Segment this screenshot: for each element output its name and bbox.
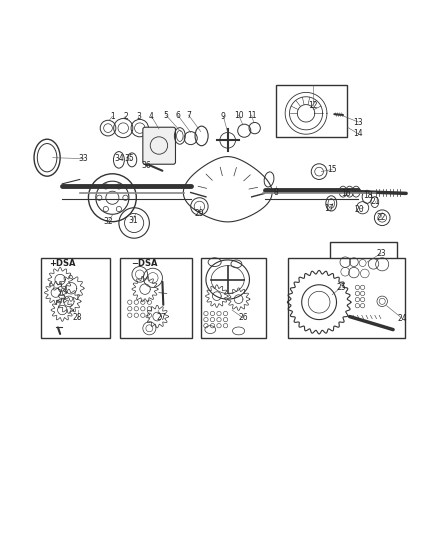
Text: +DSA: +DSA bbox=[49, 259, 76, 268]
Text: 3: 3 bbox=[136, 112, 141, 121]
Text: 13: 13 bbox=[353, 117, 363, 126]
Text: 32: 32 bbox=[103, 217, 113, 226]
Text: 33: 33 bbox=[78, 154, 88, 163]
Text: 18: 18 bbox=[363, 191, 373, 200]
Bar bbox=[41, 258, 110, 338]
Text: 22: 22 bbox=[376, 213, 385, 222]
Text: 34: 34 bbox=[114, 154, 124, 163]
Text: 1: 1 bbox=[110, 112, 115, 121]
Text: 16: 16 bbox=[341, 189, 351, 198]
Text: 21: 21 bbox=[370, 197, 380, 206]
Text: 24: 24 bbox=[398, 314, 407, 323]
Text: 23: 23 bbox=[376, 249, 386, 258]
Text: 36: 36 bbox=[141, 161, 151, 170]
Text: 20: 20 bbox=[354, 205, 364, 214]
Text: 4: 4 bbox=[149, 112, 154, 121]
Text: 11: 11 bbox=[247, 110, 256, 119]
Text: 9: 9 bbox=[221, 112, 226, 121]
Text: 35: 35 bbox=[125, 154, 134, 163]
Text: 26: 26 bbox=[238, 313, 248, 322]
Text: 15: 15 bbox=[327, 165, 337, 174]
Bar bbox=[201, 258, 266, 338]
Text: 12: 12 bbox=[308, 101, 317, 110]
Bar bbox=[276, 85, 347, 137]
Text: 10: 10 bbox=[234, 110, 244, 119]
Text: 7: 7 bbox=[186, 110, 191, 119]
Text: 6: 6 bbox=[175, 110, 180, 119]
FancyBboxPatch shape bbox=[143, 127, 176, 164]
Text: 2: 2 bbox=[123, 112, 128, 121]
Bar bbox=[330, 241, 397, 283]
Text: 29: 29 bbox=[194, 209, 204, 218]
Text: 28: 28 bbox=[73, 313, 82, 322]
Bar bbox=[120, 258, 191, 338]
Text: 27: 27 bbox=[157, 313, 166, 322]
Text: −DSA: −DSA bbox=[131, 259, 158, 268]
Text: 8: 8 bbox=[273, 188, 278, 197]
Text: 5: 5 bbox=[163, 110, 168, 119]
Text: 31: 31 bbox=[128, 216, 138, 225]
Text: 25: 25 bbox=[336, 283, 346, 292]
Text: 14: 14 bbox=[353, 130, 363, 138]
Text: 17: 17 bbox=[324, 204, 333, 213]
Bar bbox=[288, 258, 405, 338]
